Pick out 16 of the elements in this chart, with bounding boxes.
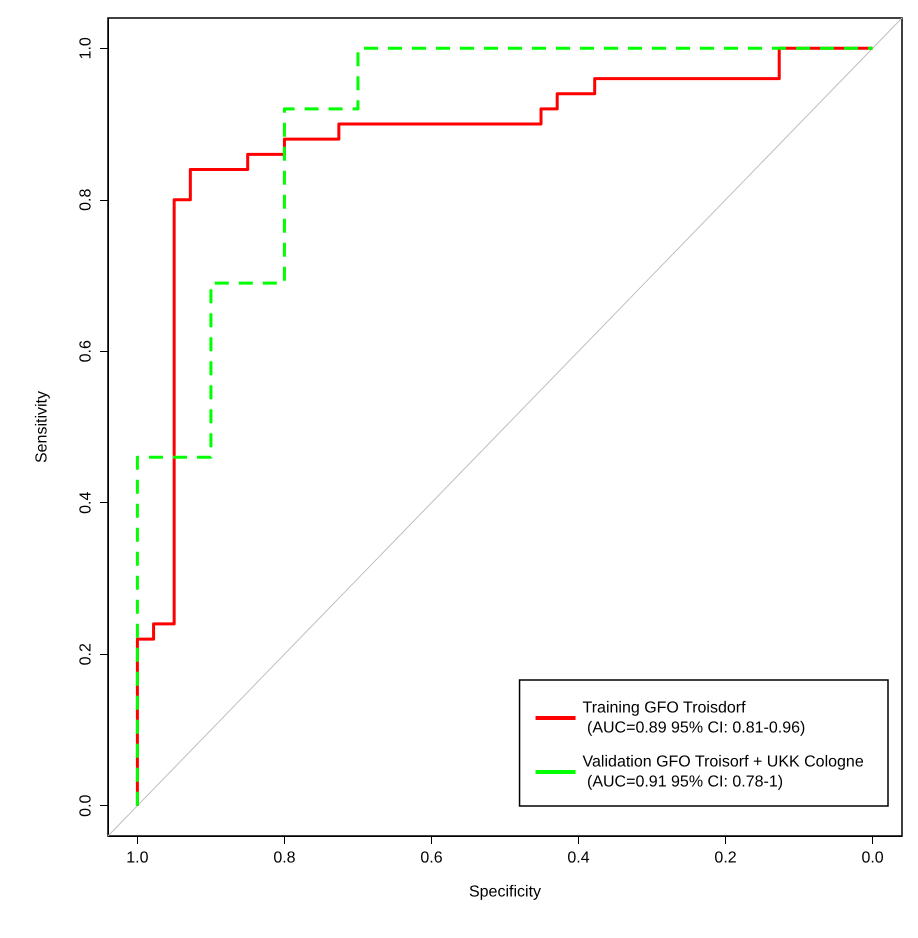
x-tick-label: 0.2 [714,850,737,866]
legend-label: Validation GFO Troisorf + UKK Cologne (AUC=0.91 95% CI: 0.78-1) [582,754,864,790]
y-tick-label: 0.2 [78,643,94,666]
x-axis-title: Specificity [468,884,542,900]
x-tick-label: 0.0 [861,850,884,866]
y-tick-label: 0.0 [78,794,94,817]
y-tick-label: 0.8 [78,188,94,211]
x-tick-label: 0.8 [273,850,296,866]
y-tick-label: 0.6 [78,340,94,362]
y-axis-title: Sensitivity [34,390,50,464]
y-tick-label: 0.4 [78,492,94,514]
legend-label: Training GFO Troisdorf (AUC=0.89 95% CI: 0.81-0.96) [582,700,806,736]
x-tick-label: 0.4 [567,850,590,866]
y-tick-label: 1.0 [78,37,94,60]
x-tick-label: 1.0 [126,850,149,866]
x-tick-label: 0.6 [420,850,443,866]
